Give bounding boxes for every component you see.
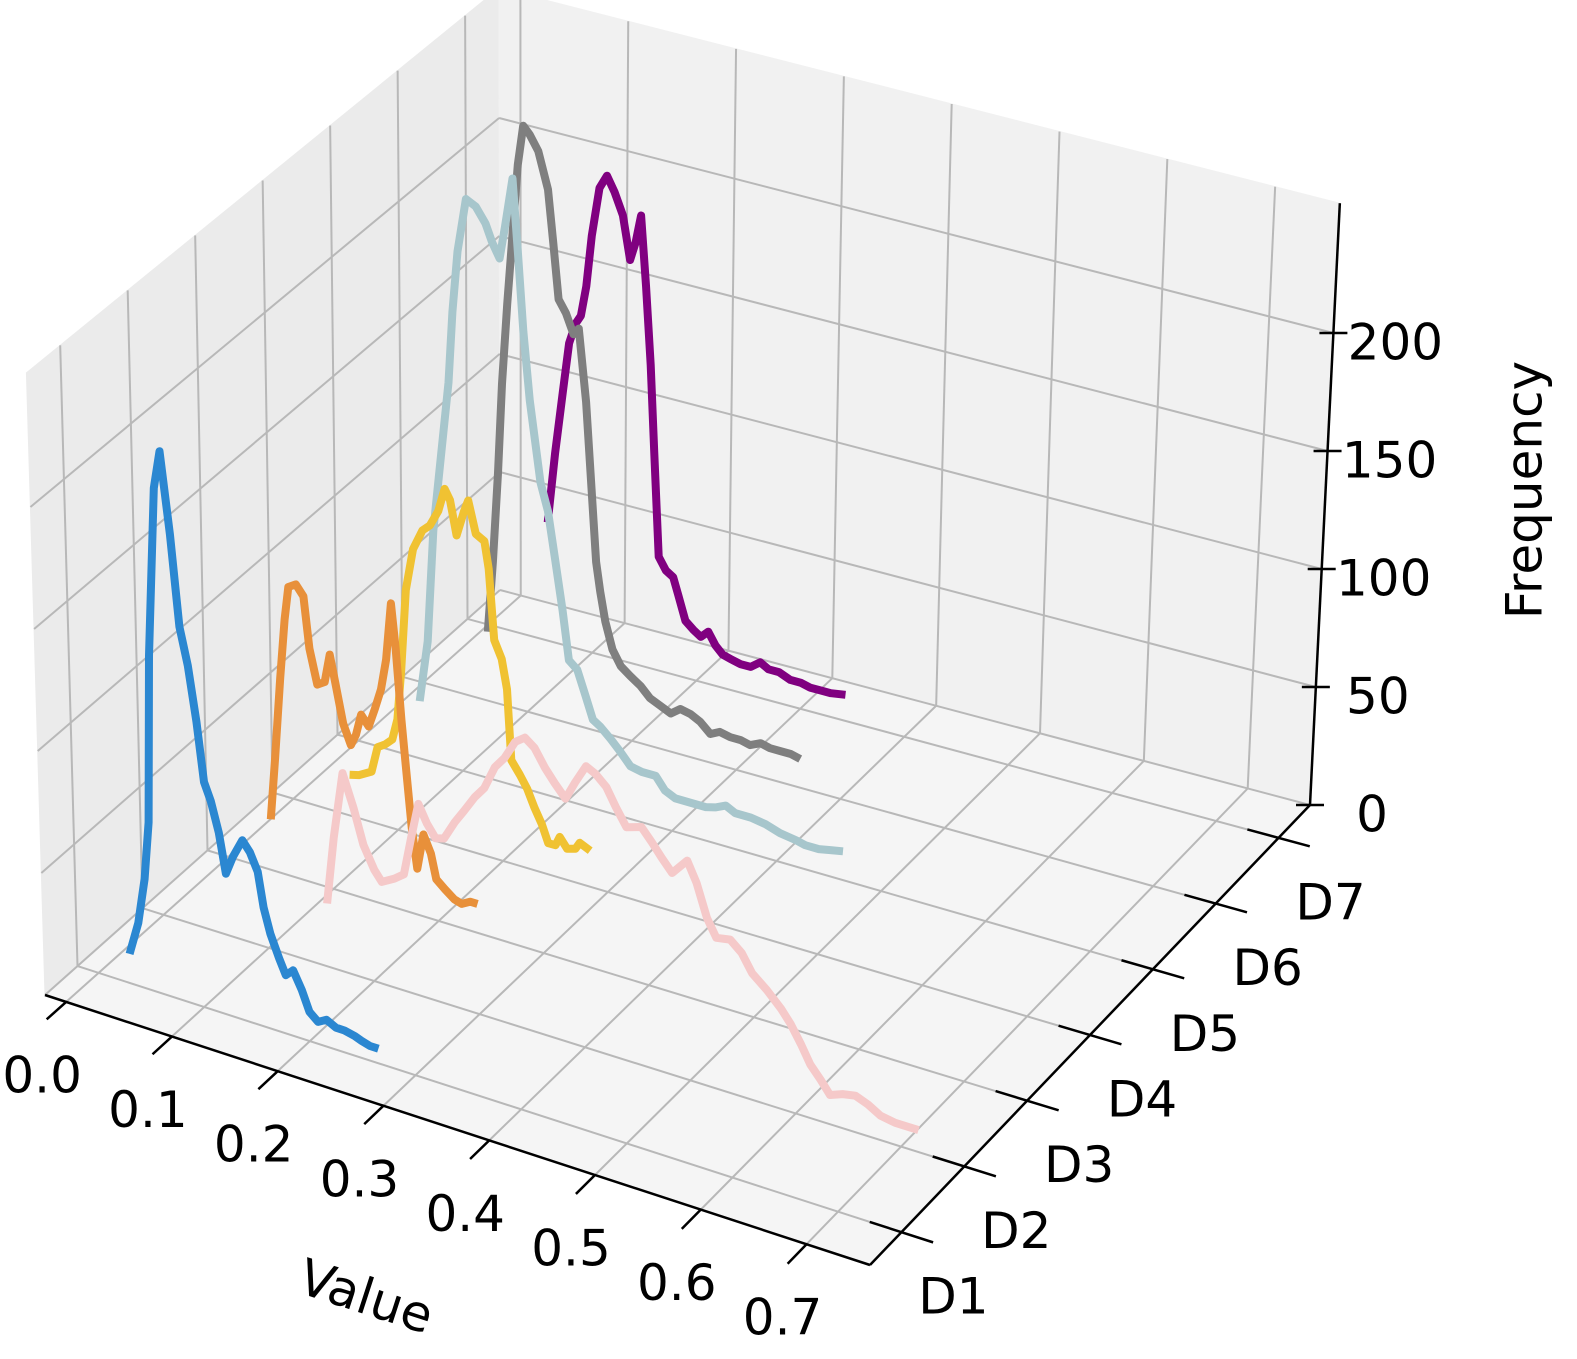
grid-line (126, 290, 144, 909)
axes: 0.0 0.1 0.2 0.3 0.4 0.5 0.6 0.7 0 50 100 150 200 D1 D2… (2, 203, 1443, 1347)
x-tick-label: 0.5 (531, 1220, 611, 1278)
data-line (415, 174, 844, 856)
x-tick-label: 0.7 (743, 1289, 823, 1347)
grid (29, 0, 1334, 1245)
data-line (483, 121, 803, 763)
grid-line (499, 589, 1311, 806)
z-tick-label: 200 (1348, 314, 1443, 372)
x-tick (45, 1000, 67, 1021)
grid-line (831, 76, 845, 679)
panes (25, 0, 1341, 1266)
grid-line (194, 235, 209, 851)
z-tick-label: 150 (1342, 432, 1437, 490)
x-tick-label: 0.6 (637, 1254, 717, 1312)
grid-line (727, 48, 738, 651)
grid-line (499, 353, 1322, 570)
x-axis-label: Value (292, 1248, 441, 1346)
x-tick (786, 1243, 808, 1265)
grid-line (499, 235, 1328, 452)
grid-line (261, 180, 274, 793)
x-tick-label: 0.0 (2, 1046, 82, 1104)
data-line (266, 580, 479, 908)
y-tick-label: D7 (1295, 873, 1365, 931)
grid-line (1142, 159, 1169, 761)
x-tick-label: 0.2 (214, 1116, 294, 1174)
grid-line (623, 21, 630, 624)
x-tick (680, 1208, 702, 1230)
grid-line (329, 125, 339, 735)
x-tick (257, 1070, 279, 1091)
z-axis-label: Frequency (1496, 361, 1554, 619)
y-tick-label: D2 (981, 1202, 1051, 1260)
x-tick (469, 1139, 491, 1160)
z-tick-label: 100 (1336, 550, 1431, 608)
z-axis (1308, 203, 1342, 806)
x-tick-label: 0.4 (425, 1185, 505, 1243)
grid-line (1246, 186, 1277, 789)
x-axis (44, 993, 871, 1267)
x-tick-label: 0.1 (108, 1081, 188, 1139)
grid-line (467, 617, 1279, 839)
grid-line (402, 675, 1216, 905)
grid-line (935, 103, 953, 706)
y-tick-label: D4 (1107, 1071, 1177, 1129)
z-tick-label: 50 (1346, 668, 1410, 726)
x-tick (363, 1104, 385, 1125)
grid-line (1039, 131, 1061, 734)
y-tick-label: D1 (918, 1268, 988, 1326)
grid-line (498, 117, 1334, 334)
grid-line (396, 70, 404, 677)
y-tick-label: D5 (1170, 1005, 1240, 1063)
x-tick (151, 1035, 173, 1056)
data-line (349, 484, 593, 854)
x-tick (575, 1174, 596, 1195)
lines (125, 121, 920, 1134)
z-tick-label: 0 (1356, 786, 1388, 844)
data-line (543, 171, 846, 699)
x-tick-label: 0.3 (320, 1150, 400, 1208)
grid-line (337, 733, 1154, 971)
grid-line (499, 471, 1317, 688)
data-line (125, 447, 380, 1053)
data-line (323, 733, 920, 1134)
y-tick-label: D6 (1233, 939, 1303, 997)
y-tick-label: D3 (1044, 1136, 1114, 1194)
grid-line (59, 345, 79, 967)
grid-line (207, 849, 1028, 1102)
grid-line (77, 965, 902, 1234)
grid-line (464, 15, 469, 619)
y-axis (869, 804, 1311, 1266)
